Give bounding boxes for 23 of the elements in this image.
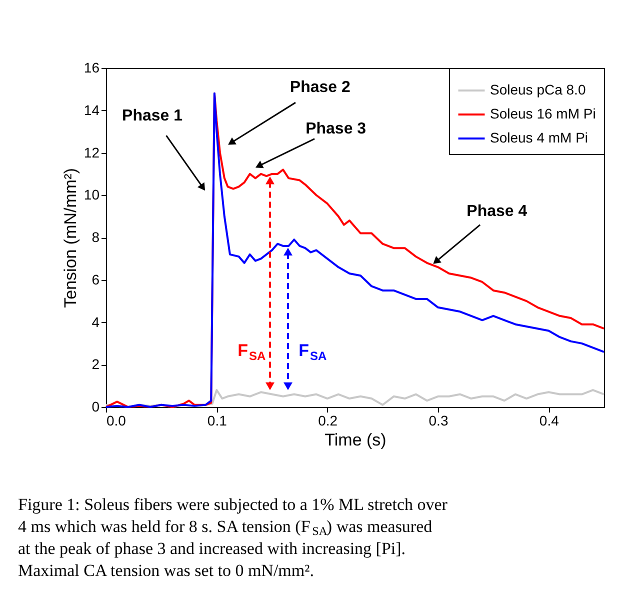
- x-axis-title: Time (s): [324, 430, 386, 450]
- x-tick-label: 0.2: [318, 412, 338, 428]
- y-tick-label: 16: [84, 60, 100, 76]
- y-tick-label: 12: [84, 144, 100, 160]
- x-tick-label: 0.0: [106, 412, 126, 428]
- y-tick-label: 8: [92, 229, 100, 245]
- annotation: Phase 2: [290, 79, 351, 96]
- y-tick-label: 4: [92, 314, 100, 330]
- annotation: Phase 3: [306, 120, 366, 138]
- annotation: Phase 4: [466, 202, 528, 220]
- x-tick-label: 0.1: [207, 412, 228, 428]
- legend-label: Soleus 16 mM Pi: [490, 106, 596, 122]
- y-tick-label: 14: [84, 102, 100, 118]
- y-tick-label: 0: [92, 398, 100, 414]
- legend-label: Soleus 4 mM Pi: [490, 130, 588, 146]
- annotation: Phase 1: [122, 108, 183, 125]
- legend-label: Soleus pCa 8.0: [490, 82, 586, 98]
- y-tick-label: 2: [92, 356, 100, 372]
- y-tick-label: 10: [84, 186, 100, 203]
- x-tick-label: 0.3: [428, 412, 448, 428]
- x-tick-label: 0.4: [539, 412, 560, 428]
- y-axis-title: Tension (mN/mm²): [60, 168, 80, 308]
- y-tick-label: 6: [92, 271, 100, 288]
